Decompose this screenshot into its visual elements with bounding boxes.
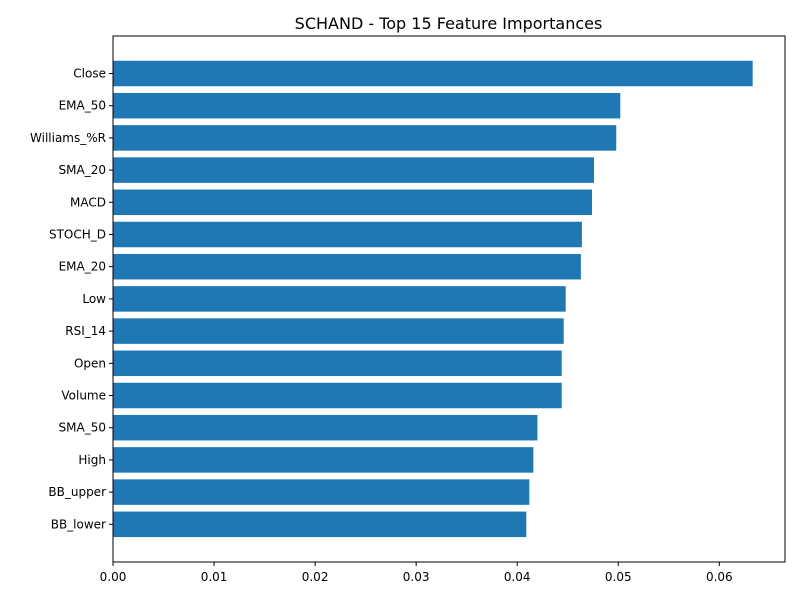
y-tick-label: BB_lower <box>51 517 106 531</box>
y-tick-label: MACD <box>70 195 106 209</box>
bar-open <box>113 350 562 377</box>
y-tick-label: SMA_50 <box>59 421 106 435</box>
x-tick-label: 0.05 <box>605 570 632 584</box>
plot-frame <box>112 35 786 563</box>
chart-title: SCHAND - Top 15 Feature Importances <box>295 14 603 33</box>
bar-stoch-d <box>113 221 582 248</box>
y-tick-label: Volume <box>61 389 106 403</box>
x-tick-label: 0.02 <box>302 570 329 584</box>
bar-low <box>113 286 566 312</box>
bar-rsi-14 <box>113 318 564 344</box>
y-tick-label: BB_upper <box>48 485 106 499</box>
y-tick-label: Williams_%R <box>30 131 106 145</box>
bar-ema-50 <box>113 92 621 119</box>
y-tick-label: High <box>78 453 106 467</box>
x-tick-label: 0.00 <box>100 570 127 584</box>
y-tick-label: SMA_20 <box>59 163 106 177</box>
bar-ema-20 <box>113 253 581 280</box>
y-tick-label: Low <box>82 292 106 306</box>
bar-volume <box>113 382 562 409</box>
x-tick-label: 0.01 <box>201 570 228 584</box>
x-tick-label: 0.03 <box>403 570 430 584</box>
y-tick-label: RSI_14 <box>65 324 106 338</box>
y-tick-label: Open <box>74 356 106 370</box>
bar-sma-20 <box>113 157 595 183</box>
y-tick-label: STOCH_D <box>49 228 106 242</box>
y-axis-ticks: Close EMA_50 Williams_%R SMA_20 MACD STOCH_D E… <box>30 67 113 531</box>
bar-bb-lower <box>113 511 527 538</box>
bar-williams-r <box>113 125 617 151</box>
bar-bb-upper <box>113 479 530 505</box>
x-axis-ticks: 0.00 0.01 0.02 0.03 0.04 0.05 0.06 <box>100 562 733 584</box>
x-tick-label: 0.06 <box>706 570 733 584</box>
x-tick-label: 0.04 <box>504 570 531 584</box>
bar-high <box>113 447 534 473</box>
bar-sma-50 <box>113 414 538 441</box>
y-tick-label: Close <box>73 67 106 81</box>
y-tick-label: EMA_50 <box>59 99 106 113</box>
bar-close <box>113 60 753 87</box>
y-tick-label: EMA_20 <box>59 260 106 274</box>
bars-group <box>113 60 753 538</box>
bar-macd <box>113 189 592 216</box>
